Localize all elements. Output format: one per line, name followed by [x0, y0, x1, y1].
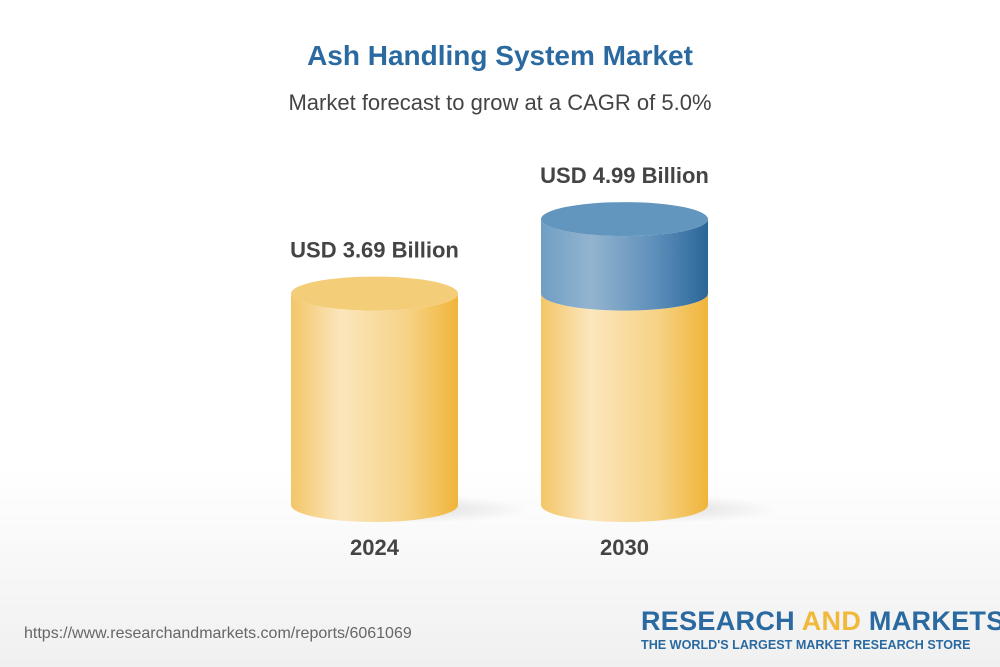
- bar-2024: [291, 293, 459, 522]
- category-label: 2030: [600, 535, 649, 560]
- source-url[interactable]: https://www.researchandmarkets.com/repor…: [24, 625, 412, 642]
- data-label: USD 3.69 Billion: [290, 238, 459, 263]
- bar-growth-2030: [541, 219, 708, 311]
- chart-subtitle: Market forecast to grow at a CAGR of 5.0…: [288, 90, 712, 115]
- category-label: 2024: [350, 535, 400, 560]
- logo: RESEARCH AND MARKETS THE WORLD'S LARGEST…: [641, 606, 1000, 652]
- data-label: USD 4.99 Billion: [540, 163, 709, 188]
- bar-top: [291, 276, 458, 311]
- bar-top: [541, 202, 708, 237]
- chart-title: Ash Handling System Market: [307, 40, 693, 71]
- bar-base-2030: [541, 293, 708, 522]
